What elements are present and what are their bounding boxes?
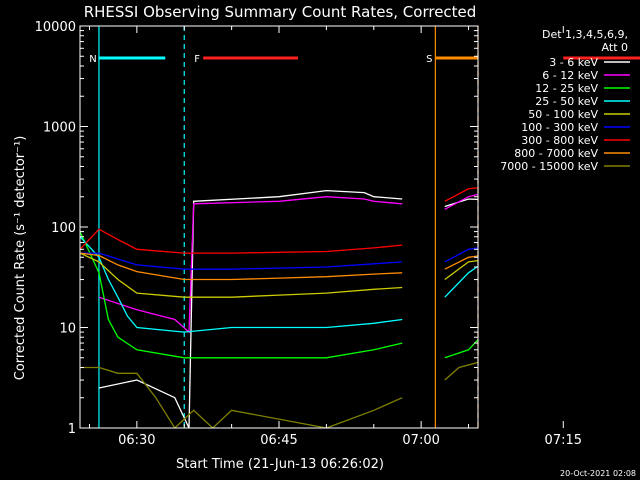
legend-label-0: 3 - 6 keV	[549, 56, 598, 69]
legend-label-8: 7000 - 15000 keV	[500, 160, 598, 173]
legend-label-2: 12 - 25 keV	[535, 82, 598, 95]
x-tick-label-1: 06:45	[260, 433, 297, 448]
timestamp-stamp: 20-Oct-2021 02:08	[560, 469, 636, 478]
series-line-1	[98, 193, 478, 334]
series-line-2	[80, 231, 478, 359]
series-line-0	[98, 189, 478, 428]
plot-frame	[79, 25, 479, 429]
chart-title: RHESSI Observing Summary Count Rates, Co…	[84, 3, 477, 21]
y-axis: 1 10 100 1000 10000	[35, 20, 478, 437]
series-line-8	[80, 361, 478, 428]
legend-label-1: 6 - 12 keV	[542, 69, 598, 82]
y-tick-label-3: 1000	[43, 121, 76, 136]
series-line-7	[80, 252, 478, 281]
series-line-3	[80, 236, 478, 333]
series-line-4	[80, 252, 478, 298]
annotation-label-f: F	[194, 54, 200, 65]
y-tick-label-2: 100	[51, 221, 76, 236]
annotation-label-s: S	[426, 54, 432, 65]
x-tick-label-0: 06:30	[118, 433, 155, 448]
annotation-label-n: N	[89, 54, 96, 65]
y-tick-label-1: 10	[59, 322, 76, 337]
series-line-5	[80, 247, 478, 270]
x-tick-label-3: 07:15	[545, 433, 582, 448]
y-tick-label-0: 1	[68, 422, 76, 437]
legend-label-3: 25 - 50 keV	[535, 95, 598, 108]
series-line-6	[80, 187, 478, 254]
y-axis-label: Corrected Count Rate (s⁻¹ detector⁻¹)	[13, 136, 28, 381]
y-tick-label-4: 10000	[35, 20, 76, 35]
x-tick-label-2: 07:00	[402, 433, 439, 448]
legend-header-0: Det 1,3,4,5,6,9,	[542, 28, 628, 41]
legend-label-4: 50 - 100 keV	[528, 108, 598, 121]
x-axis-label: Start Time (21-Jun-13 06:26:02)	[176, 457, 384, 472]
legend-label-7: 800 - 7000 keV	[514, 147, 598, 160]
legend-header-1: Att 0	[602, 41, 628, 54]
legend-label-6: 300 - 800 keV	[521, 134, 598, 147]
legend-label-5: 100 - 300 keV	[521, 121, 598, 134]
